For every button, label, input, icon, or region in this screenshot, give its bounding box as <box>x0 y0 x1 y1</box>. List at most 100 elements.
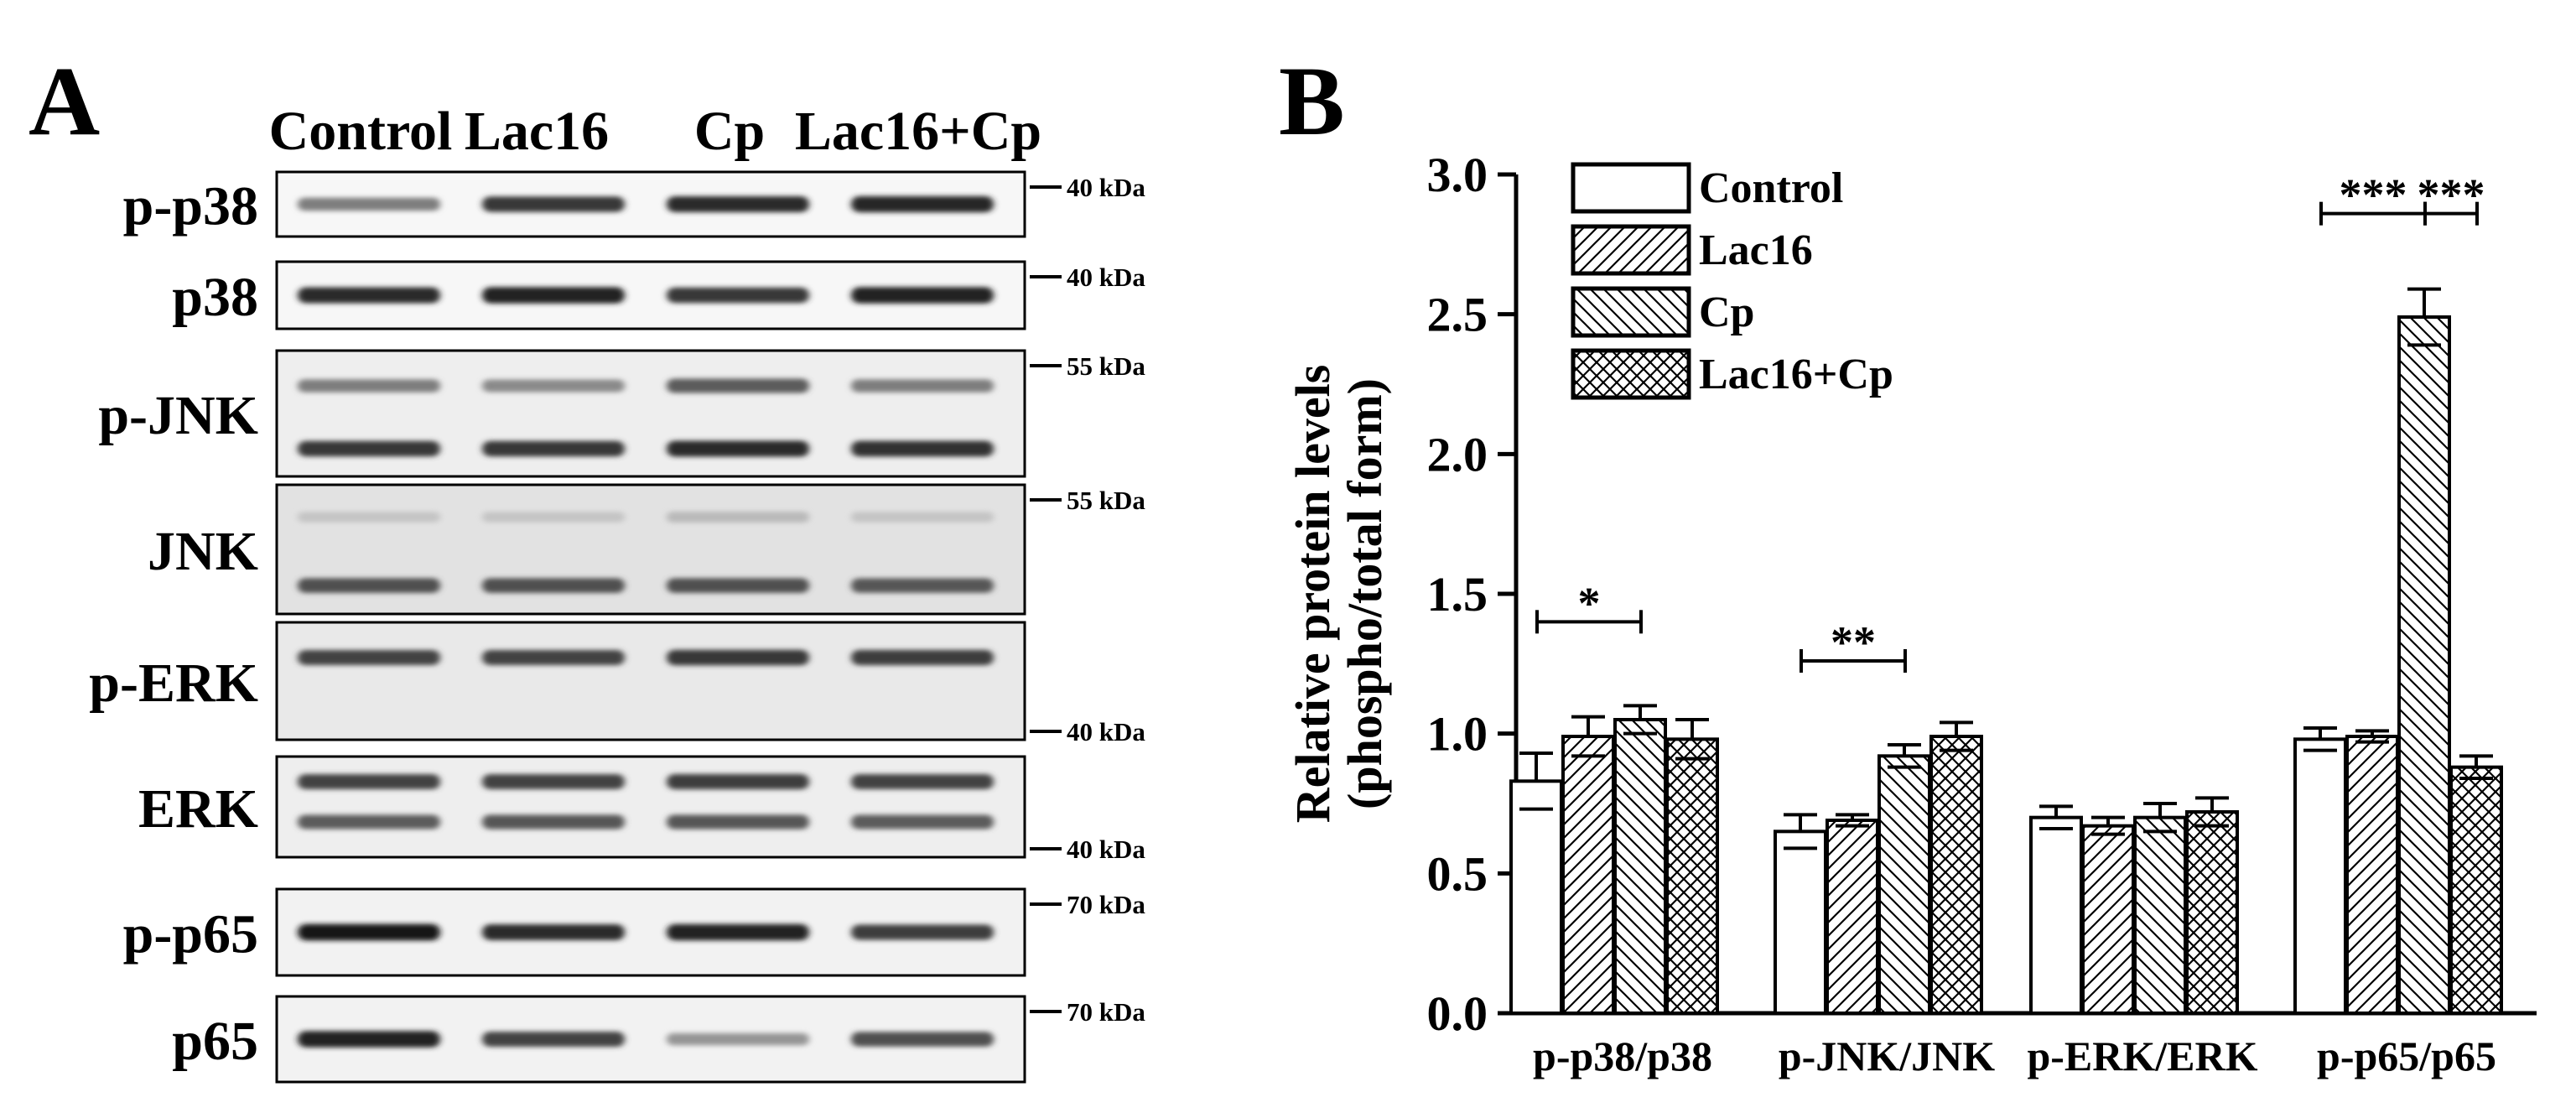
band <box>851 578 994 593</box>
y-tick-label: 1.0 <box>1427 707 1488 762</box>
band <box>298 1031 440 1048</box>
band <box>667 649 809 666</box>
band <box>667 814 809 830</box>
band <box>298 650 440 665</box>
band <box>482 440 625 457</box>
svg-text:40 kDa: 40 kDa <box>1067 173 1145 202</box>
kda-marker: 70 kDa <box>1030 890 1145 919</box>
x-tick-label: p-p38/p38 <box>1533 1032 1712 1079</box>
x-tick-label: p-JNK/JNK <box>1779 1032 1995 1079</box>
bar <box>1509 779 1563 1015</box>
y-tick-label: 0.5 <box>1427 846 1488 901</box>
bar <box>2133 815 2187 1016</box>
blot-p38: p38 40 kDa <box>172 260 1145 330</box>
svg-text:***: *** <box>2340 170 2407 221</box>
svg-text:55 kDa: 55 kDa <box>1067 351 1145 381</box>
western-blot-panel: Control Lac16 Cp Lac16+Cp p-p38 40 kDa p38 40 k… <box>89 101 1145 1084</box>
blot-p65: p65 70 kDa <box>172 995 1145 1084</box>
lane-label-lac16: Lac16 <box>465 101 609 162</box>
x-tick-label: p-p65/p65 <box>2317 1032 2496 1079</box>
significance-bracket: * <box>1535 578 1643 634</box>
band <box>482 196 625 212</box>
band <box>482 578 625 593</box>
error-bar <box>2195 796 2229 828</box>
kda-marker: 70 kDa <box>1030 997 1145 1027</box>
svg-text:Lac16+Cp: Lac16+Cp <box>1699 351 1893 398</box>
band <box>667 512 809 523</box>
band <box>667 378 809 393</box>
bar <box>2029 815 2083 1016</box>
bar <box>2081 824 2135 1016</box>
y-tick-label: 1.5 <box>1427 567 1488 622</box>
svg-text:Control: Control <box>1699 164 1843 212</box>
kda-marker: 40 kDa <box>1030 263 1145 292</box>
bar <box>1665 737 1719 1015</box>
blot-p-jnk: p-JNK 55 kDa <box>98 349 1145 478</box>
kda-marker: 40 kDa <box>1030 173 1145 202</box>
y-tick-label: 2.5 <box>1427 288 1488 342</box>
y-tick-label: 3.0 <box>1427 148 1488 202</box>
error-bar <box>1623 704 1657 736</box>
band <box>851 774 994 789</box>
blot-p-erk: p-ERK 40 kDa <box>89 621 1145 746</box>
band <box>482 774 625 789</box>
error-bar <box>1836 813 1869 828</box>
svg-text:40 kDa: 40 kDa <box>1067 263 1145 292</box>
bar <box>1613 718 1667 1015</box>
significance-bracket: ** <box>1800 617 1907 673</box>
band <box>482 379 625 393</box>
legend-entry: Lac16+Cp <box>1571 348 1893 400</box>
band <box>298 197 440 211</box>
kda-marker: 40 kDa <box>1030 717 1145 746</box>
lane-label-cp: Cp <box>694 101 765 162</box>
band <box>667 923 809 941</box>
kda-marker: 55 kDa <box>1030 351 1145 381</box>
svg-text:70 kDa: 70 kDa <box>1067 890 1145 919</box>
band <box>482 512 625 523</box>
band <box>851 440 994 457</box>
panel-a-letter: A <box>29 46 101 156</box>
band <box>851 924 994 940</box>
band <box>851 287 994 304</box>
error-bar <box>2303 726 2337 752</box>
svg-text:40 kDa: 40 kDa <box>1067 835 1145 864</box>
bar <box>2345 735 2399 1015</box>
band <box>851 195 994 213</box>
band <box>298 440 440 457</box>
band <box>482 1032 625 1047</box>
bar <box>1561 735 1615 1015</box>
band <box>482 924 625 940</box>
error-bar <box>2355 729 2389 744</box>
band <box>298 287 440 304</box>
band <box>298 578 440 593</box>
kda-marker: 55 kDa <box>1030 486 1145 515</box>
band <box>851 814 994 830</box>
error-bar <box>1519 752 1553 811</box>
svg-text:Lac16: Lac16 <box>1699 226 1813 274</box>
svg-text:*: * <box>1578 578 1601 628</box>
y-tick-label: 2.0 <box>1427 427 1488 481</box>
legend-entry: Lac16 <box>1571 224 1813 276</box>
error-bar <box>2459 754 2493 780</box>
blot-label: p38 <box>172 267 258 328</box>
blot-label: p-p38 <box>123 176 258 237</box>
bar <box>2293 737 2347 1015</box>
band <box>298 774 440 789</box>
bar <box>2449 765 2503 1016</box>
error-bar <box>2091 815 2125 836</box>
band <box>851 512 994 523</box>
band <box>667 196 809 212</box>
band <box>667 578 809 593</box>
band <box>667 287 809 304</box>
band <box>298 923 440 941</box>
bar <box>1877 754 1931 1015</box>
svg-text:***: *** <box>2418 170 2485 221</box>
band <box>851 1032 994 1047</box>
svg-text:55 kDa: 55 kDa <box>1067 486 1145 515</box>
band <box>298 512 440 523</box>
y-axis-label: Relative protein levels(phospho/total fo… <box>1285 365 1392 824</box>
bar <box>1929 735 1983 1015</box>
error-bar <box>1940 720 1973 752</box>
blot-label: ERK <box>138 778 258 840</box>
legend-entry: Cp <box>1571 286 1754 338</box>
